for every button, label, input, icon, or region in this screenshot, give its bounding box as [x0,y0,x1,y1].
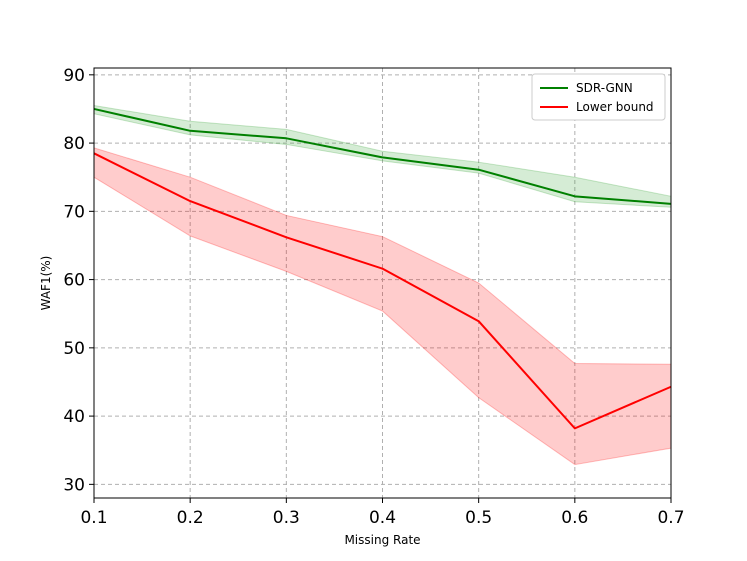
legend-label-lower-bound: Lower bound [576,100,654,114]
axis-ticks: 0.1 0.2 0.3 0.4 0.5 0.6 0.7 30 40 50 60 70 80 90 [63,66,684,528]
y-tick-label: 40 [63,407,85,427]
y-axis-label: WAF1(%) [39,256,53,311]
x-tick-label: 0.1 [80,508,107,528]
x-axis-label: Missing Rate [344,533,420,547]
x-tick-label: 0.6 [561,508,588,528]
legend: SDR-GNN Lower bound [531,73,666,121]
confidence-bands [93,104,672,466]
x-tick-label: 0.2 [177,508,204,528]
x-tick-label: 0.3 [273,508,300,528]
x-tick-label: 0.7 [657,508,684,528]
y-tick-label: 90 [63,66,85,86]
y-tick-label: 30 [63,475,85,495]
x-tick-label: 0.5 [465,508,492,528]
y-tick-label: 70 [63,202,85,222]
y-tick-label: 50 [63,339,85,359]
legend-box [531,73,666,121]
x-tick-label: 0.4 [369,508,396,528]
y-tick-label: 60 [63,271,85,291]
y-tick-label: 80 [63,134,85,154]
legend-label-sdr-gnn: SDR-GNN [576,81,633,95]
